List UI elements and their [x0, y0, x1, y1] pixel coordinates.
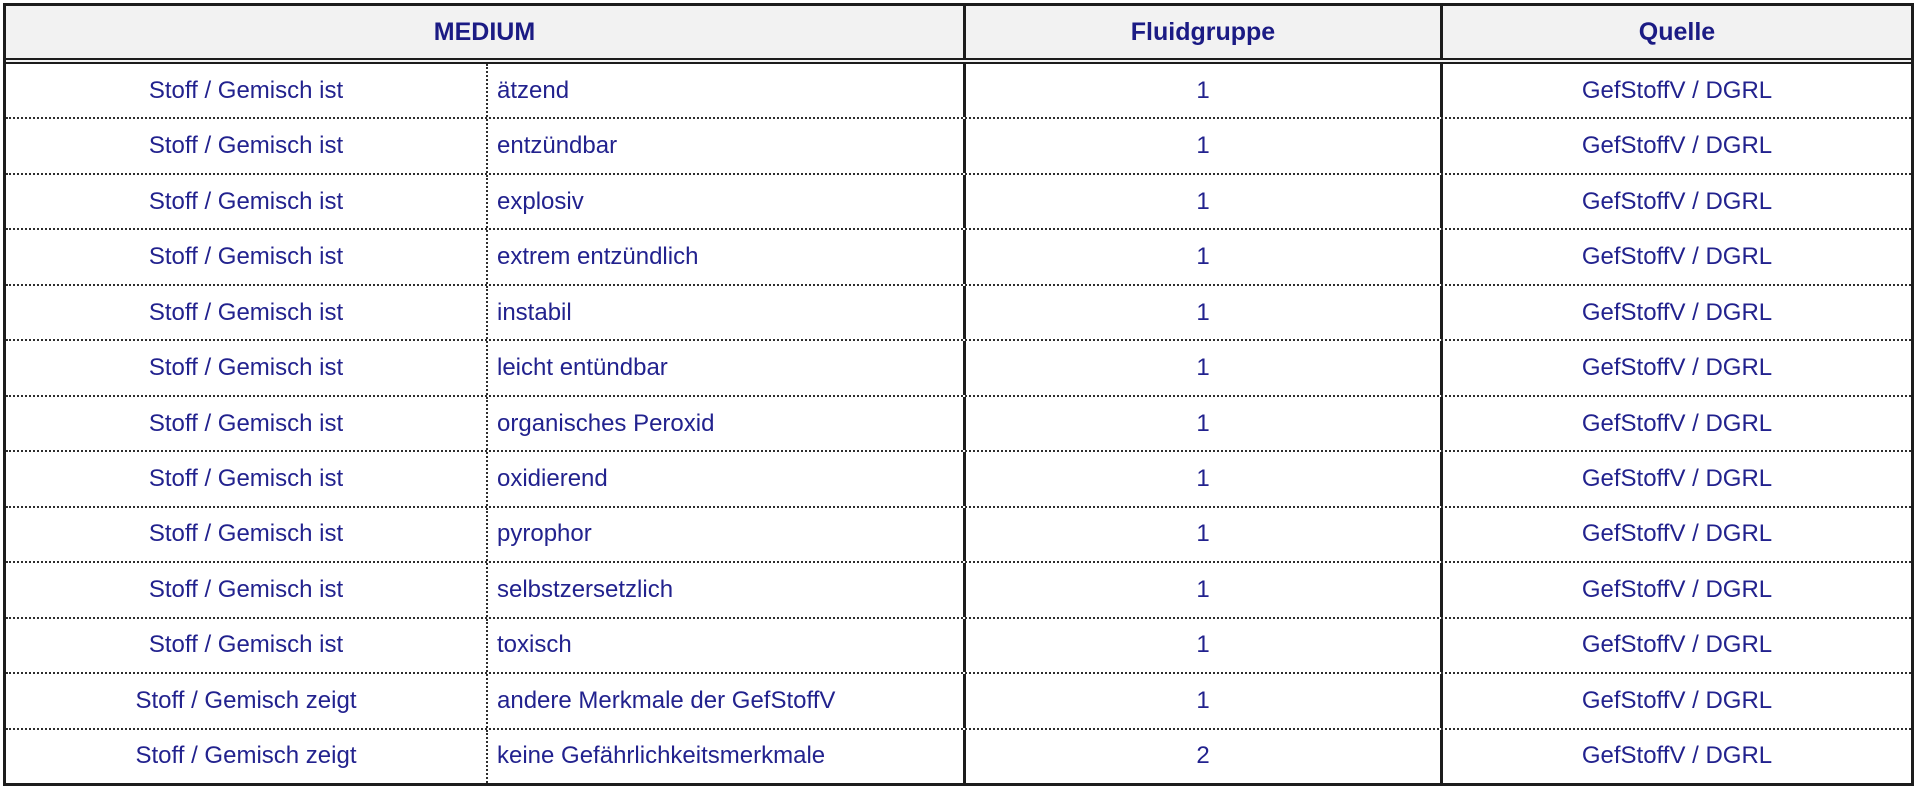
medium-subject-cell: Stoff / Gemisch ist [148, 298, 344, 326]
quelle-cell: GefStoffV / DGRL [1440, 64, 1911, 118]
table-row: Stoff / Gemisch ist oxidierend 1 GefStof… [6, 450, 1911, 506]
fluidgruppe-cell: 1 [963, 674, 1440, 728]
fluidgruppe-cell: 1 [963, 341, 1440, 395]
medium-subject-cell: Stoff / Gemisch ist [148, 132, 344, 160]
medium-property-cell: ätzend [486, 64, 963, 118]
medium-property-cell: entzündbar [486, 119, 963, 173]
quelle-cell: GefStoffV / DGRL [1440, 396, 1911, 451]
medium-property-cell: pyrophor [486, 507, 963, 562]
medium-property-cell: explosiv [486, 174, 963, 229]
quelle-cell: GefStoffV / DGRL [1440, 230, 1911, 284]
table-row: Stoff / Gemisch ist pyrophor 1 GefStoffV… [6, 505, 1911, 562]
table-row: Stoff / Gemisch ist entzündbar 1 GefStof… [6, 117, 1911, 173]
medium-property-cell: toxisch [486, 618, 963, 673]
quelle-cell: GefStoffV / DGRL [1440, 563, 1911, 617]
medium-subject-cell: Stoff / Gemisch ist [148, 465, 344, 493]
table-row: Stoff / Gemisch ist organisches Peroxid … [6, 394, 1911, 451]
table-row: Stoff / Gemisch ist leicht entündbar 1 G… [6, 339, 1911, 395]
fluidgruppe-cell: 1 [963, 64, 1440, 118]
quelle-cell: GefStoffV / DGRL [1440, 119, 1911, 173]
medium-subject-cell: Stoff / Gemisch ist [148, 520, 344, 548]
medium-subject-cell: Stoff / Gemisch zeigt [135, 686, 357, 714]
quelle-cell: GefStoffV / DGRL [1440, 729, 1911, 784]
medium-subject-cell: Stoff / Gemisch ist [148, 409, 344, 437]
table-row: Stoff / Gemisch ist selbstzersetzlich 1 … [6, 561, 1911, 617]
medium-property-cell: andere Merkmale der GefStoffV [486, 674, 963, 728]
table-row: Stoff / Gemisch ist explosiv 1 GefStoffV… [6, 172, 1911, 229]
medium-property-cell: selbstzersetzlich [486, 563, 963, 617]
medium-property-cell: leicht entündbar [486, 341, 963, 395]
fluidgruppe-cell: 2 [963, 729, 1440, 784]
medium-property-cell: keine Gefährlichkeitsmerkmale [486, 729, 963, 784]
table-row: Stoff / Gemisch ist toxisch 1 GefStoffV … [6, 616, 1911, 673]
table-row: Stoff / Gemisch ist extrem entzündlich 1… [6, 228, 1911, 284]
medium-property-cell: organisches Peroxid [486, 396, 963, 451]
medium-property-cell: oxidierend [486, 452, 963, 506]
medium-subject-cell: Stoff / Gemisch ist [148, 354, 344, 382]
fluidgruppe-cell: 1 [963, 174, 1440, 229]
table-row: Stoff / Gemisch ist ätzend 1 GefStoffV /… [6, 64, 1911, 118]
medium-subject-cell: Stoff / Gemisch ist [148, 631, 344, 659]
medium-subject-cell: Stoff / Gemisch ist [148, 575, 344, 603]
medium-subject-cell: Stoff / Gemisch ist [148, 243, 344, 271]
quelle-cell: GefStoffV / DGRL [1440, 174, 1911, 229]
quelle-cell: GefStoffV / DGRL [1440, 285, 1911, 340]
fluidgruppe-cell: 1 [963, 507, 1440, 562]
fluidgruppe-cell: 1 [963, 618, 1440, 673]
quelle-column-header: Quelle [1440, 6, 1911, 58]
fluidgruppe-cell: 1 [963, 285, 1440, 340]
quelle-cell: GefStoffV / DGRL [1440, 674, 1911, 728]
quelle-cell: GefStoffV / DGRL [1440, 618, 1911, 673]
table-row: Stoff / Gemisch ist instabil 1 GefStoffV… [6, 283, 1911, 340]
fluidgruppe-column-header: Fluidgruppe [963, 6, 1440, 58]
fluidgruppe-cell: 1 [963, 230, 1440, 284]
fluid-group-table: MEDIUM Fluidgruppe Quelle Stoff / Gemisc… [3, 3, 1914, 786]
fluidgruppe-cell: 1 [963, 452, 1440, 506]
table-body: Stoff / Gemisch ist ätzend 1 GefStoffV /… [6, 64, 1911, 784]
medium-subject-cell: Stoff / Gemisch ist [148, 187, 344, 215]
fluidgruppe-cell: 1 [963, 396, 1440, 451]
medium-property-cell: extrem entzündlich [486, 230, 963, 284]
table-row: Stoff / Gemisch zeigt keine Gefährlichke… [6, 727, 1911, 784]
medium-column-header: MEDIUM [433, 17, 536, 46]
quelle-cell: GefStoffV / DGRL [1440, 341, 1911, 395]
table-header-row: MEDIUM Fluidgruppe Quelle [6, 6, 1911, 64]
medium-subject-cell: Stoff / Gemisch ist [148, 76, 344, 104]
quelle-cell: GefStoffV / DGRL [1440, 452, 1911, 506]
medium-subject-cell: Stoff / Gemisch zeigt [135, 742, 357, 770]
table-row: Stoff / Gemisch zeigt andere Merkmale de… [6, 672, 1911, 728]
fluidgruppe-cell: 1 [963, 563, 1440, 617]
fluidgruppe-cell: 1 [963, 119, 1440, 173]
medium-property-cell: instabil [486, 285, 963, 340]
quelle-cell: GefStoffV / DGRL [1440, 507, 1911, 562]
